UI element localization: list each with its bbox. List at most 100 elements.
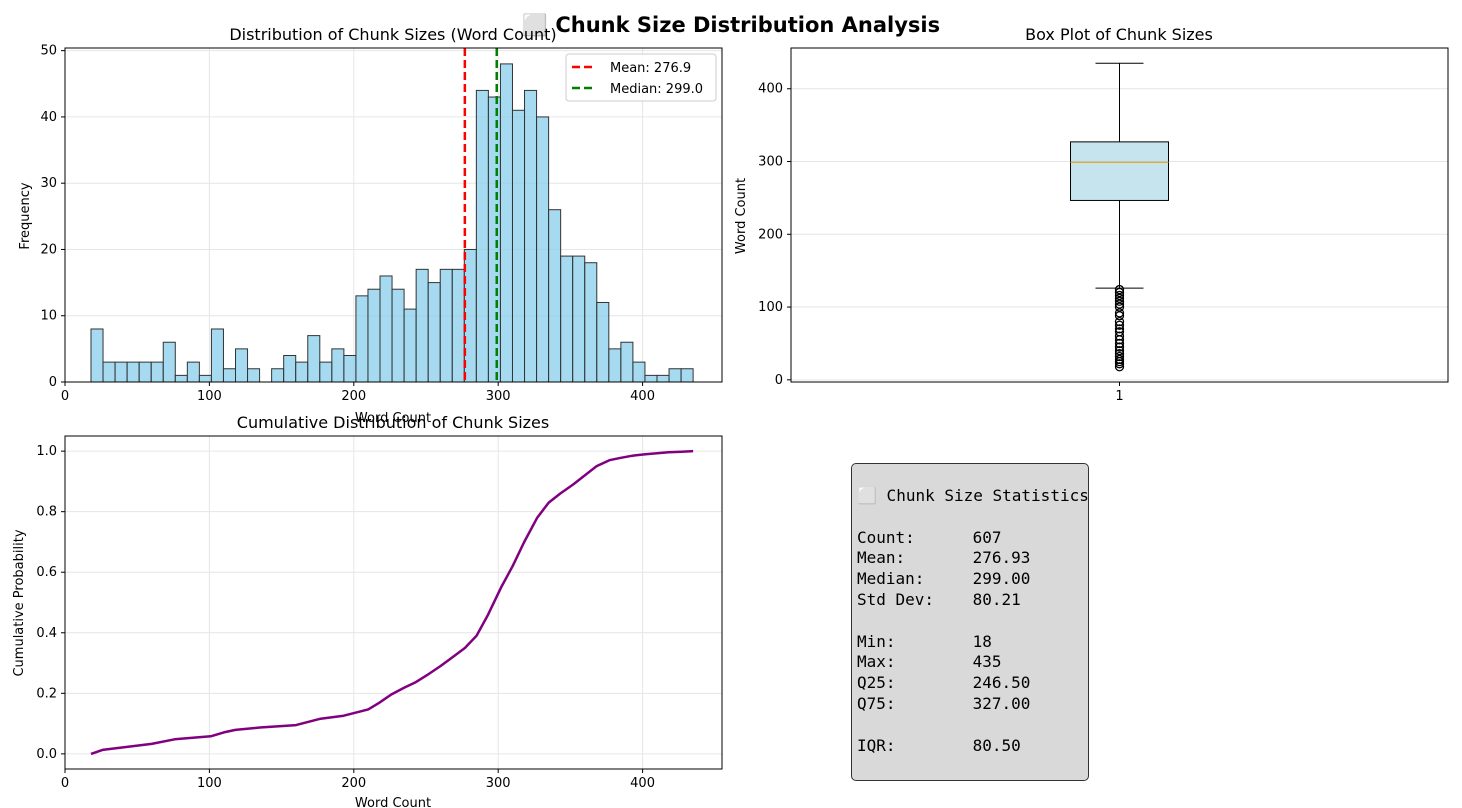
histogram-bar bbox=[415, 268, 429, 383]
outlier-point bbox=[1114, 296, 1125, 306]
histogram-bar bbox=[102, 361, 116, 383]
stats-std: Std Dev: 80.21 bbox=[857, 589, 1021, 609]
stats-q75: Q75: 327.00 bbox=[857, 693, 1031, 713]
histogram-bar bbox=[210, 328, 224, 383]
histogram-ytick-label: 0 bbox=[49, 375, 57, 390]
cdf-ylabel: Cumulative Probability bbox=[12, 529, 27, 676]
boxplot-title: Box Plot of Chunk Sizes bbox=[1025, 25, 1213, 44]
cdf-xtick-label: 100 bbox=[197, 776, 222, 791]
histogram-bar bbox=[114, 361, 128, 383]
histogram-bar bbox=[511, 109, 526, 383]
histogram-xtick-label: 100 bbox=[197, 389, 222, 404]
histogram-bar bbox=[162, 341, 176, 383]
cdf-xlabel: Word Count bbox=[355, 796, 431, 808]
histogram-bar bbox=[487, 96, 501, 383]
histogram-bar bbox=[90, 328, 104, 383]
histogram-xlabel: Word Count bbox=[355, 411, 431, 426]
histogram-bar bbox=[572, 255, 586, 383]
cdf-xtick-label: 200 bbox=[341, 776, 366, 791]
stats-min: Min: 18 bbox=[857, 631, 992, 651]
outlier-point bbox=[1114, 299, 1125, 309]
boxplot-ytick-label: 400 bbox=[758, 82, 783, 97]
histogram-bar bbox=[475, 89, 489, 383]
histogram-bar bbox=[343, 354, 357, 383]
histogram-bar bbox=[656, 374, 670, 383]
histogram-legend bbox=[565, 53, 717, 102]
histogram-bar bbox=[680, 368, 694, 383]
histogram-bar bbox=[463, 248, 477, 383]
outlier-point bbox=[1114, 316, 1125, 327]
histogram-xtick-label: 300 bbox=[486, 389, 511, 404]
histogram-bar bbox=[499, 63, 513, 383]
outlier-point bbox=[1114, 324, 1125, 334]
iqr-box bbox=[1070, 141, 1169, 201]
histogram-bar bbox=[150, 361, 164, 383]
legend-label: Mean: 276.9 bbox=[610, 61, 691, 76]
cdf-panel: Cumulative Distribution of Chunk Sizes W… bbox=[12, 413, 723, 808]
histogram-bar bbox=[644, 374, 658, 383]
outlier-point bbox=[1114, 290, 1125, 301]
histogram-bar bbox=[138, 361, 152, 383]
stats-spacer bbox=[857, 715, 1089, 736]
boxplot-ytick-label: 0 bbox=[775, 373, 783, 388]
outlier-point bbox=[1114, 342, 1125, 352]
cdf-xtick-label: 400 bbox=[630, 776, 655, 791]
outlier-point bbox=[1114, 354, 1125, 365]
outlier-point bbox=[1114, 311, 1125, 321]
histogram-xtick-label: 400 bbox=[630, 389, 655, 404]
histogram-bar bbox=[295, 361, 309, 383]
stats-heading: ⬜ Chunk Size Statistics bbox=[857, 486, 1089, 505]
legend-label: Median: 299.0 bbox=[610, 82, 703, 97]
outlier-point bbox=[1114, 338, 1125, 349]
cdf-ytick-label: 0.6 bbox=[36, 565, 57, 580]
histogram-bar bbox=[222, 368, 237, 383]
histogram-bar bbox=[668, 368, 682, 383]
outlier-point bbox=[1114, 302, 1125, 312]
cdf-ytick-label: 0.8 bbox=[36, 505, 57, 520]
histogram-ytick-label: 10 bbox=[40, 309, 57, 324]
boxplot-ylabel: Word Count bbox=[734, 178, 749, 254]
histogram-bar bbox=[536, 116, 550, 383]
outlier-point bbox=[1114, 346, 1125, 356]
cdf-ytick-label: 1.0 bbox=[36, 444, 57, 459]
outlier-point bbox=[1114, 308, 1125, 318]
histogram-ytick-label: 20 bbox=[40, 242, 57, 257]
histogram-bar bbox=[283, 354, 297, 383]
boxplot-ytick-label: 100 bbox=[758, 300, 783, 315]
stats-mean: Mean: 276.93 bbox=[857, 548, 1031, 568]
histogram-bar bbox=[524, 89, 538, 383]
histogram-title: Distribution of Chunk Sizes (Word Count) bbox=[229, 25, 556, 44]
outlier-point bbox=[1114, 327, 1125, 337]
outlier-point bbox=[1114, 348, 1125, 359]
cdf-line bbox=[90, 449, 694, 756]
boxplot-xtick-label: 1 bbox=[1115, 389, 1123, 404]
histogram-ytick-label: 30 bbox=[40, 176, 57, 191]
outlier-point bbox=[1114, 331, 1125, 341]
histogram-bar bbox=[560, 255, 574, 383]
outlier-point bbox=[1114, 287, 1125, 298]
stats-spacer bbox=[857, 507, 1089, 528]
histogram-bar bbox=[367, 288, 381, 383]
outlier-point bbox=[1114, 284, 1125, 295]
histogram-bar bbox=[620, 341, 634, 383]
stats-max: Max: 435 bbox=[857, 652, 1002, 672]
histogram-bar bbox=[391, 288, 405, 383]
stats-box bbox=[851, 463, 1089, 781]
stats-spacer bbox=[857, 611, 1089, 632]
cdf-ytick-label: 0.4 bbox=[36, 626, 57, 641]
boxplot-ytick-label: 300 bbox=[758, 155, 783, 170]
histogram-ytick-label: 50 bbox=[40, 44, 57, 59]
outlier-point bbox=[1114, 293, 1125, 303]
histogram-bar bbox=[126, 361, 140, 383]
histogram-bar bbox=[186, 361, 200, 383]
histogram-bar bbox=[427, 282, 441, 383]
histogram-bar bbox=[331, 348, 345, 383]
histogram-bar bbox=[608, 348, 622, 383]
histogram-xtick-label: 200 bbox=[341, 389, 366, 404]
histogram-bar bbox=[596, 301, 610, 383]
cdf-ytick-label: 0.0 bbox=[36, 747, 57, 762]
histogram-xtick-label: 0 bbox=[61, 389, 69, 404]
cdf-frame bbox=[64, 435, 723, 770]
outlier-point bbox=[1114, 351, 1125, 362]
stats-median: Median: 299.00 bbox=[857, 569, 1031, 589]
